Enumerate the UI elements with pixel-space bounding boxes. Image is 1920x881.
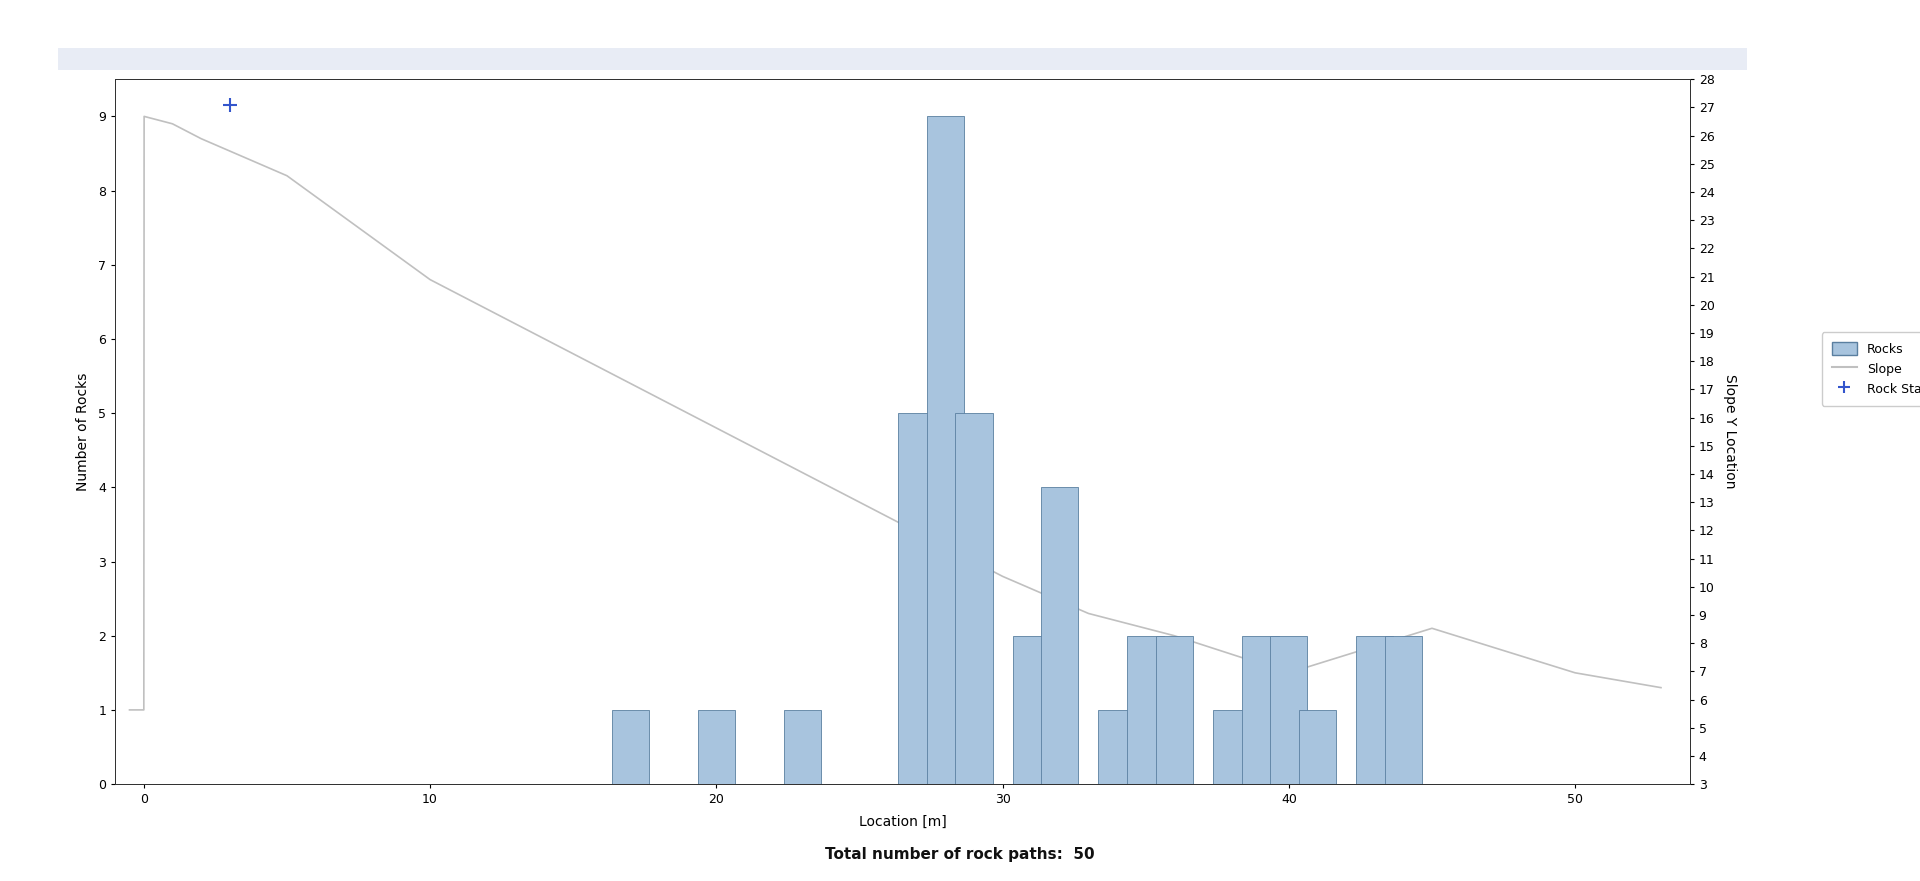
Bar: [612, 710, 649, 784]
Bar: [1156, 636, 1192, 784]
Bar: [1271, 636, 1308, 784]
Bar: [927, 116, 964, 784]
Bar: [1213, 710, 1250, 784]
Title: Distribution of Rock Path End Locations: Distribution of Rock Path End Locations: [739, 51, 1066, 70]
Legend: Rocks, Slope, Rock Start: Rocks, Slope, Rock Start: [1822, 332, 1920, 405]
Bar: [1041, 487, 1079, 784]
Bar: [1242, 636, 1279, 784]
Bar: [1127, 636, 1164, 784]
Bar: [899, 413, 935, 784]
Bar: [1012, 636, 1050, 784]
Bar: [1384, 636, 1423, 784]
Bar: [956, 413, 993, 784]
Y-axis label: Slope Y Location: Slope Y Location: [1722, 374, 1738, 489]
Bar: [1098, 710, 1137, 784]
Bar: [783, 710, 822, 784]
Bar: [697, 710, 735, 784]
Y-axis label: Number of Rocks: Number of Rocks: [75, 373, 90, 491]
Bar: [1298, 710, 1336, 784]
Text: Total number of rock paths:  50: Total number of rock paths: 50: [826, 847, 1094, 862]
X-axis label: Location [m]: Location [m]: [858, 814, 947, 828]
Bar: [1356, 636, 1394, 784]
